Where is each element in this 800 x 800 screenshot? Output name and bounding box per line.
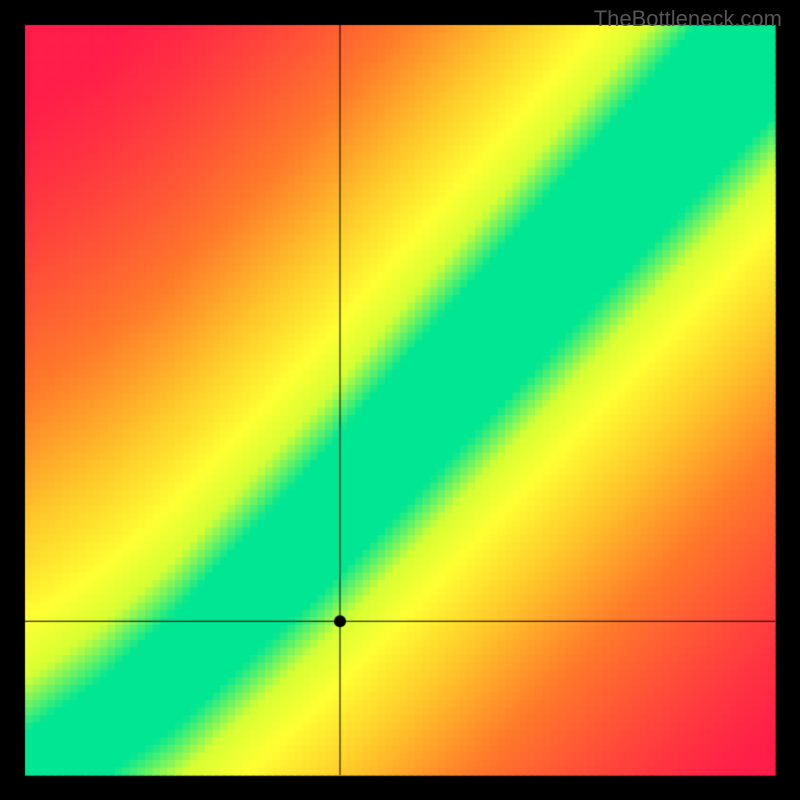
watermark-text: TheBottleneck.com [594, 6, 782, 32]
bottleneck-heatmap-canvas [0, 0, 800, 800]
chart-container: { "watermark": { "text": "TheBottleneck.… [0, 0, 800, 800]
